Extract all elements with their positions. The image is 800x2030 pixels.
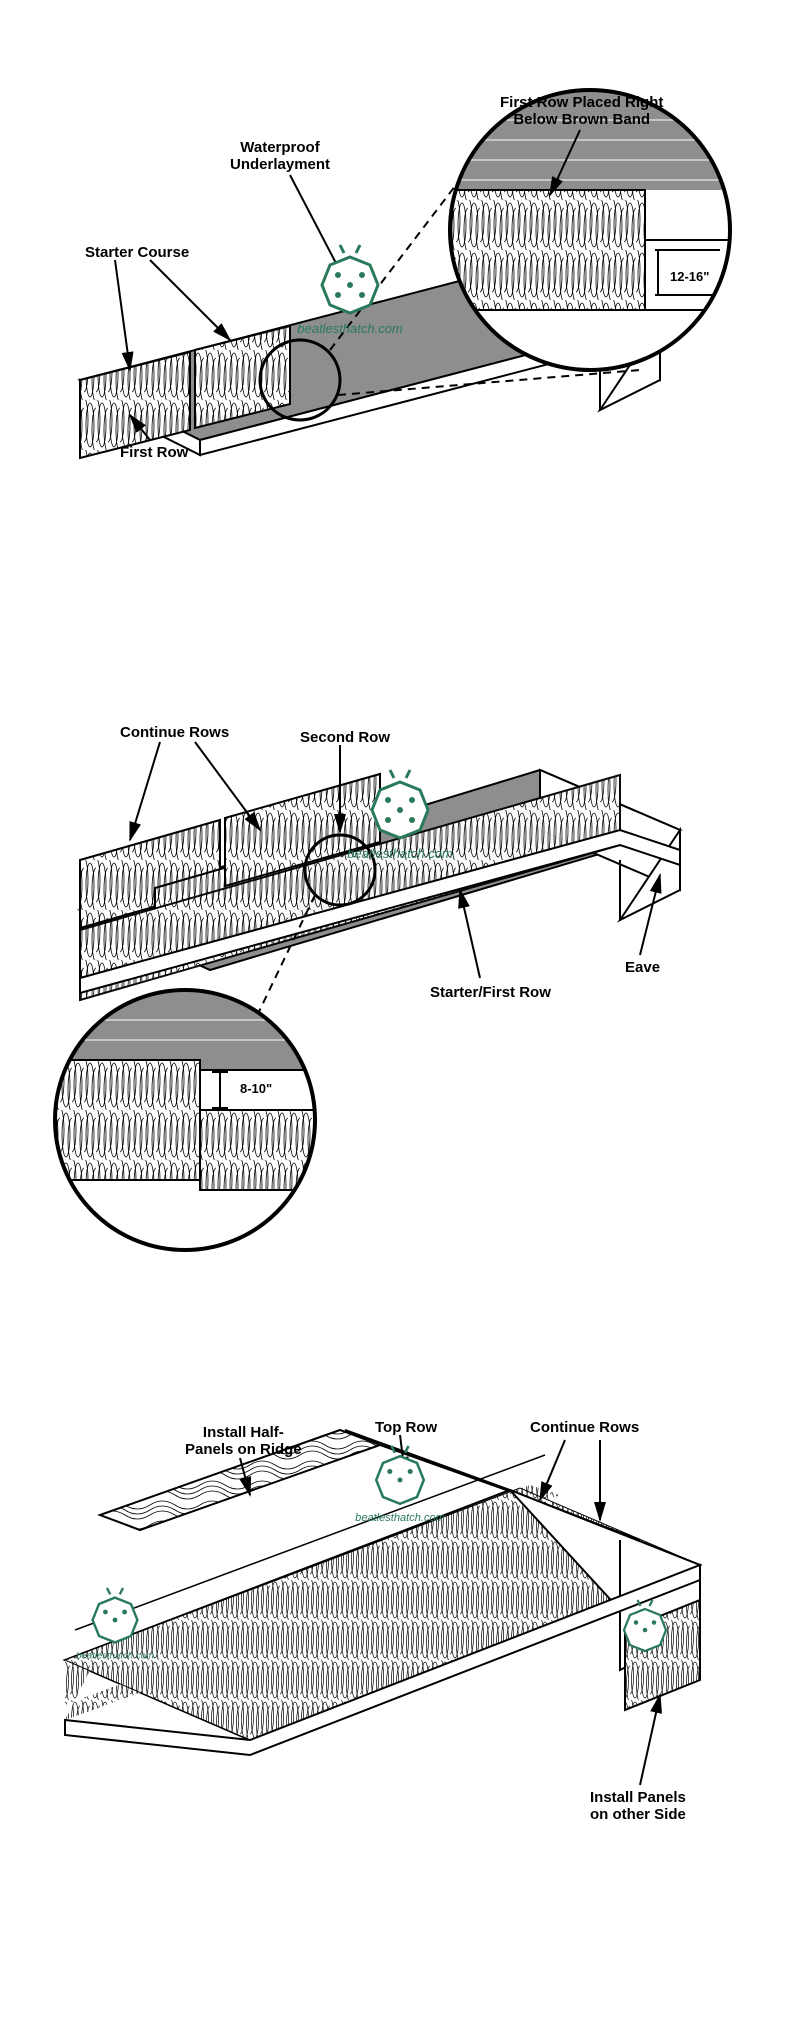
svg-text:beatlesthatch.com: beatlesthatch.com xyxy=(347,846,453,861)
label-eave: Eave xyxy=(625,960,660,977)
label-half-panels: Install Half- Panels on Ridge xyxy=(185,1425,302,1458)
label-top-row: Top Row xyxy=(375,1420,437,1437)
label-measurement-12-16: 12-16" xyxy=(670,270,709,284)
svg-text:beatlesthatch.com: beatlesthatch.com xyxy=(297,321,403,336)
label-measurement-8-10: 8-10" xyxy=(240,1082,272,1096)
detail-circle-2 xyxy=(55,990,320,1250)
step-1-svg: beatlesthatch.com xyxy=(0,0,800,600)
label-waterproof: Waterproof Underlayment xyxy=(230,140,330,173)
label-second-row: Second Row xyxy=(300,730,390,747)
step-2-svg: beatlesthatch.com xyxy=(0,660,800,1280)
label-continue-rows-3: Continue Rows xyxy=(530,1420,639,1437)
main-roof-2 xyxy=(80,745,680,1000)
watermark-icon: beatlesthatch.com xyxy=(355,1446,445,1524)
label-starter-course: Starter Course xyxy=(85,245,189,262)
watermark-icon: beatlesthatch.com xyxy=(297,245,403,336)
label-other-side: Install Panels on other Side xyxy=(590,1790,686,1823)
step-3-diagram: beatlesthatch.com beatlesthatch.com Inst… xyxy=(0,1340,800,1920)
step-1-diagram: beatlesthatch.com Waterproof Underlaymen… xyxy=(0,0,800,600)
label-first-row-placed: First Row Placed Right Below Brown Band xyxy=(500,95,663,128)
svg-text:beatlesthatch.com: beatlesthatch.com xyxy=(355,1512,445,1524)
label-continue-rows: Continue Rows xyxy=(120,725,229,742)
label-starter-first-row: Starter/First Row xyxy=(430,985,551,1002)
label-first-row: First Row xyxy=(120,445,188,462)
svg-text:beatlesthatch.com: beatlesthatch.com xyxy=(76,1650,154,1661)
step-2-diagram: beatlesthatch.com Continue Rows Second R… xyxy=(0,660,800,1280)
